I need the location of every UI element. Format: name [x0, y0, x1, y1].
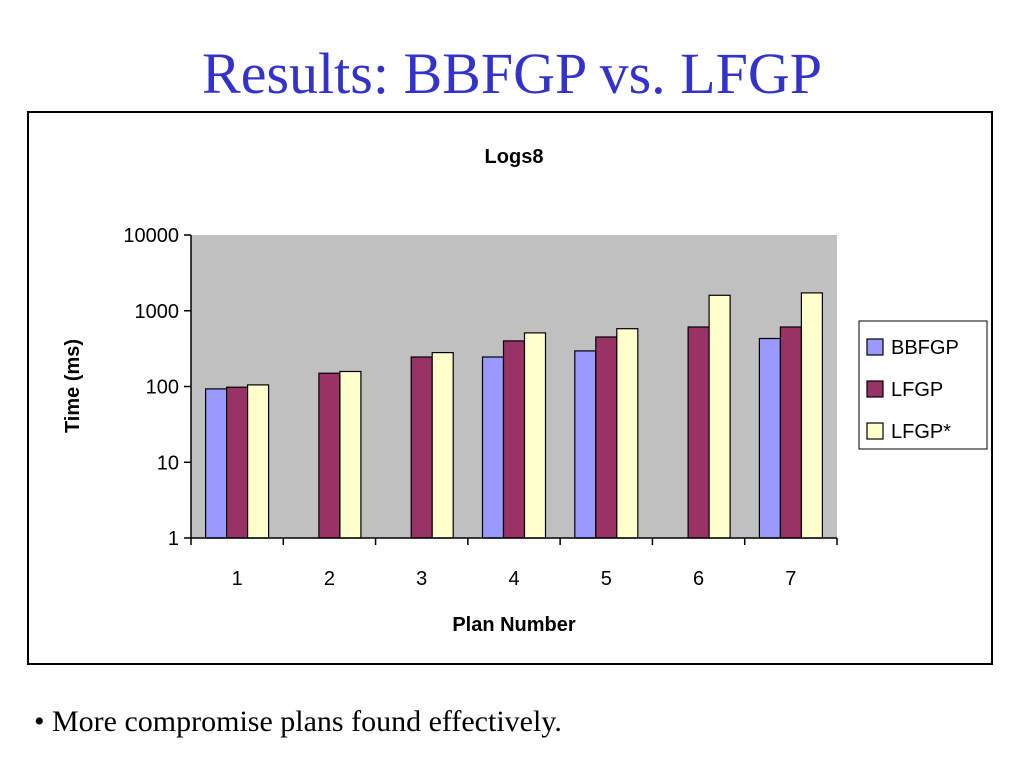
- bar-lfgp-plan-2: [318, 372, 341, 539]
- bar-chart: Logs8 1 10 100 1000 10000 1 2 3 4 5 6 7 Time (ms) P…: [62, 146, 988, 636]
- bar-bbfgp-plan-5: [574, 350, 597, 539]
- bar-lfgp-star-plan-4: [523, 332, 547, 539]
- bar-bbfgp-plan-1: [205, 388, 228, 539]
- bullet-point: • More compromise plans found effectivel…: [34, 705, 562, 738]
- bar-lfgp-star-plan-1: [247, 384, 270, 539]
- legend: BBFGP LFGP LFGP*: [858, 320, 988, 450]
- bar-lfgp-star-plan-7: [800, 292, 824, 539]
- bar-lfgp-plan-6: [687, 326, 710, 539]
- bar-lfgp-plan-3: [410, 356, 433, 539]
- chart-frame: Logs8 1 10 100 1000 10000 1 2 3 4 5 6 7 Time (ms) P…: [27, 111, 993, 665]
- legend-swatch-lfgp-star: [866, 422, 884, 440]
- x-tick-label: 2: [324, 568, 335, 590]
- bar-lfgp-star-plan-3: [431, 352, 454, 539]
- y-tick-label: 10: [157, 452, 179, 474]
- x-tick-label: 5: [601, 568, 612, 590]
- bar-lfgp-star-plan-6: [708, 294, 731, 539]
- y-tick-label: 1: [168, 528, 179, 550]
- x-tick-label: 4: [508, 568, 519, 590]
- bar-bbfgp-plan-7: [758, 337, 782, 539]
- legend-swatch-lfgp: [866, 380, 884, 398]
- axes-group: 1 10 100 1000 10000 1 2 3 4 5 6 7: [123, 225, 838, 590]
- legend-label-bbfgp: BBFGP: [891, 337, 959, 359]
- y-tick-label: 1000: [135, 301, 180, 323]
- legend-label-lfgp: LFGP: [891, 379, 943, 401]
- y-axis-label: Time (ms): [62, 339, 84, 433]
- bar-lfgp-plan-1: [226, 386, 249, 539]
- bars-group: [205, 292, 824, 539]
- bar-bbfgp-plan-4: [481, 356, 505, 539]
- x-tick-label: 1: [232, 568, 243, 590]
- bar-lfgp-star-plan-5: [616, 328, 639, 539]
- y-tick-label: 10000: [123, 225, 179, 247]
- x-tick-label: 7: [785, 568, 796, 590]
- y-tick-label: 100: [146, 377, 179, 399]
- x-tick-label: 3: [416, 568, 427, 590]
- bar-lfgp-star-plan-2: [339, 370, 362, 539]
- bar-lfgp-plan-5: [595, 336, 618, 539]
- x-tick-label: 6: [693, 568, 704, 590]
- slide-title: Results: BBFGP vs. LFGP: [202, 41, 822, 106]
- bar-lfgp-plan-4: [502, 340, 526, 539]
- legend-swatch-bbfgp: [866, 338, 884, 356]
- bar-lfgp-plan-7: [779, 326, 803, 539]
- x-axis-label: Plan Number: [452, 614, 576, 636]
- chart-title: Logs8: [485, 146, 544, 168]
- legend-label-lfgp-star: LFGP*: [891, 421, 951, 443]
